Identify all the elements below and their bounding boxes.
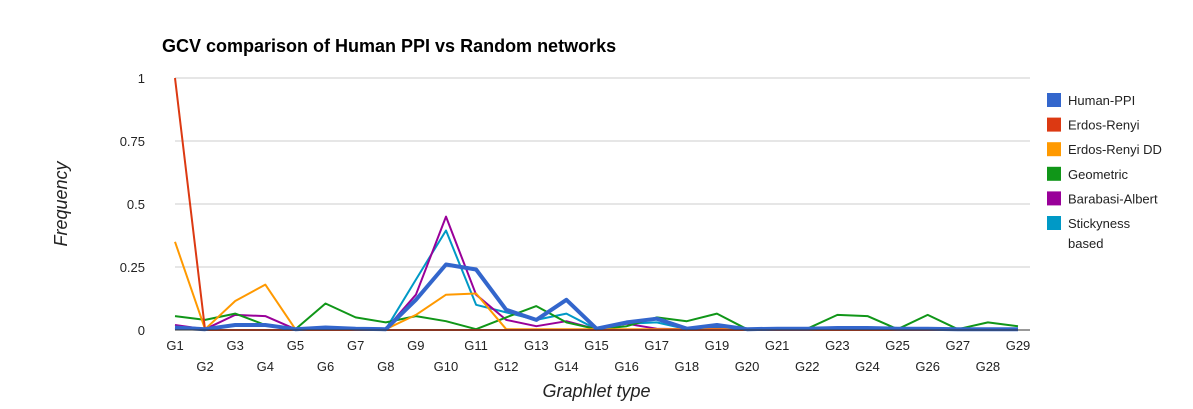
gridlines: [175, 77, 1030, 268]
x-tick-label: G29: [1006, 338, 1031, 353]
x-tick-label: G26: [915, 359, 940, 374]
x-tick-label: G22: [795, 359, 820, 374]
x-tick-label: G16: [614, 359, 639, 374]
series-line-stickyness-based: [174, 229, 1018, 331]
legend-swatch: [1047, 93, 1061, 107]
legend-swatch: [1047, 166, 1061, 181]
series-line-human-ppi: [174, 262, 1018, 332]
x-tick-label: G4: [257, 359, 274, 374]
x-tick-label: G25: [885, 338, 910, 353]
legend-label: Barabasi-Albert: [1068, 191, 1158, 206]
x-tick-label: G1: [166, 338, 183, 353]
x-tick-label: G11: [464, 338, 488, 353]
x-tick-label: G2: [196, 359, 213, 374]
legend-swatch: [1047, 142, 1061, 157]
x-tick-label: G23: [825, 338, 850, 353]
x-tick-label: G24: [855, 359, 880, 374]
legend-swatch: [1047, 191, 1061, 206]
x-tick-label: G27: [945, 338, 970, 353]
x-tick-label: G28: [976, 359, 1001, 374]
x-tick-label: G8: [377, 359, 394, 374]
legend-label-cont: based: [1068, 236, 1103, 251]
series-line-erdos-renyi-dd: [174, 241, 1018, 331]
legend: Human-PPI Erdos-Renyi Erdos-Renyi DD Geomet…: [1047, 93, 1162, 251]
x-tick-label: G14: [554, 359, 579, 374]
legend-swatch: [1047, 216, 1061, 230]
y-axis-ticks: 0 0.25 0.5 0.75 1: [120, 71, 145, 338]
x-tick-label: G13: [524, 338, 549, 353]
y-tick-label: 0.25: [120, 260, 145, 275]
x-tick-label: G18: [675, 359, 700, 374]
x-tick-label: G21: [765, 338, 790, 353]
x-tick-label: G5: [287, 338, 304, 353]
legend-label: Human-PPI: [1068, 93, 1135, 108]
series-line-geometric: [174, 302, 1019, 331]
x-tick-label: G7: [347, 338, 364, 353]
legend-label: Erdos-Renyi: [1068, 118, 1140, 133]
legend-label: Stickyness: [1068, 216, 1131, 231]
x-tick-label: G6: [317, 359, 334, 374]
y-axis-title: Frequency: [51, 160, 71, 246]
y-tick-label: 1: [138, 71, 145, 86]
chart-title: GCV comparison of Human PPI vs Random ne…: [162, 36, 616, 56]
y-tick-label: 0: [138, 323, 145, 338]
x-tick-label: G9: [407, 338, 424, 353]
legend-label: Erdos-Renyi DD: [1068, 142, 1162, 157]
x-axis-title: Graphlet type: [542, 381, 650, 401]
x-tick-label: G3: [227, 338, 244, 353]
y-tick-label: 0.75: [120, 134, 145, 149]
x-axis-ticks: G1 G2 G3 G4 G5 G6 G7 G8 G9 G10 G11 G12 G13 G14 G15 G16 G…: [166, 338, 1030, 374]
x-tick-label: G12: [494, 359, 519, 374]
y-tick-label: 0.5: [127, 197, 145, 212]
x-tick-label: G10: [434, 359, 459, 374]
x-tick-label: G19: [705, 338, 730, 353]
legend-label: Geometric: [1068, 167, 1128, 182]
series-line-barabasi-albert: [174, 215, 1018, 331]
x-tick-label: G15: [584, 338, 609, 353]
x-tick-label: G20: [735, 359, 760, 374]
legend-swatch: [1047, 117, 1061, 132]
x-tick-label: G17: [644, 338, 669, 353]
